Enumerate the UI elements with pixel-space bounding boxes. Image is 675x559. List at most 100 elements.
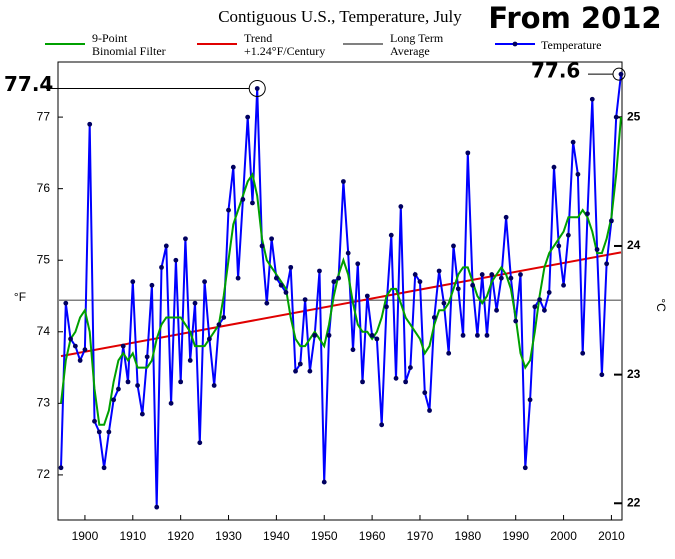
data-point: [417, 279, 423, 285]
data-point: [235, 275, 241, 281]
y2-axis-label: °C: [654, 298, 668, 312]
data-point: [403, 379, 409, 385]
data-point: [120, 343, 126, 349]
y-tick-label: 77: [37, 109, 51, 123]
data-point: [451, 243, 456, 249]
data-point: [364, 293, 370, 299]
legend-label: Long Term Average: [390, 31, 444, 58]
y-tick-label: 74: [37, 324, 51, 338]
annotation-label: 77.4: [4, 72, 53, 96]
plot-frame: [57, 61, 623, 521]
data-point: [326, 332, 332, 338]
data-point: [278, 282, 284, 288]
data-point: [230, 164, 236, 170]
data-point: [609, 218, 614, 224]
data-point: [77, 358, 83, 363]
data-point: [106, 429, 112, 435]
data-point: [163, 243, 169, 249]
data-point: [503, 214, 509, 220]
data-point: [589, 96, 595, 102]
data-point: [116, 386, 121, 392]
data-point: [494, 307, 499, 313]
data-point: [58, 465, 64, 471]
data-point: [206, 336, 212, 342]
data-point: [398, 204, 404, 209]
data-point: [427, 408, 432, 413]
x-tick-label: 1950: [311, 529, 338, 543]
data-point: [479, 272, 485, 277]
x-tick-label: 1970: [407, 529, 434, 543]
data-point: [436, 268, 442, 274]
data-point: [178, 379, 184, 385]
data-point: [336, 275, 342, 281]
legend-label: 9-Point Binomial Filter: [92, 31, 166, 58]
data-point: [211, 383, 217, 388]
data-point: [446, 350, 452, 356]
data-point: [312, 332, 318, 338]
data-point: [604, 261, 610, 267]
data-point: [546, 290, 552, 295]
data-point: [551, 164, 557, 170]
annotation-label: 77.6: [531, 59, 580, 83]
data-point: [288, 264, 294, 270]
data-point: [556, 243, 562, 249]
data-point: [561, 282, 566, 288]
x-tick-label: 1980: [454, 529, 481, 543]
data-point: [245, 114, 251, 120]
data-point: [197, 440, 203, 446]
data-point: [269, 236, 274, 242]
data-point: [154, 504, 160, 510]
data-point: [101, 465, 107, 471]
y-axis-label: °F: [14, 290, 26, 304]
chart-title: Contiguous U.S., Temperature, July: [218, 7, 462, 26]
data-point: [221, 315, 227, 320]
data-point: [613, 114, 619, 120]
data-point: [522, 465, 528, 471]
data-point: [87, 121, 93, 127]
data-point: [111, 397, 117, 403]
data-point: [594, 247, 600, 252]
data-point: [187, 358, 193, 363]
data-point: [570, 139, 576, 145]
data-point: [369, 332, 375, 338]
series-line: [60, 117, 622, 426]
x-tick-label: 2000: [550, 529, 577, 543]
data-point: [130, 279, 136, 285]
y-tick-label: 72: [37, 467, 51, 481]
y-tick-label: 75: [37, 252, 51, 266]
data-point: [96, 429, 102, 435]
data-point: [307, 368, 313, 374]
data-point: [498, 275, 504, 281]
data-point: [350, 347, 356, 353]
data-point: [321, 479, 327, 485]
x-tick-label: 1920: [167, 529, 194, 543]
data-point: [374, 336, 380, 342]
data-point: [575, 171, 581, 177]
data-point: [72, 343, 78, 349]
data-point: [484, 332, 490, 338]
data-point: [240, 197, 246, 202]
data-point: [331, 279, 337, 285]
series-line: [60, 74, 622, 508]
data-point: [202, 279, 207, 285]
data-point: [135, 383, 140, 388]
x-tick-label: 1960: [359, 529, 386, 543]
y2-tick-label: 25: [627, 109, 641, 123]
data-point: [226, 207, 231, 213]
legend-marker: [512, 41, 518, 47]
data-point: [460, 332, 466, 338]
x-tick-label: 1900: [72, 529, 99, 543]
data-point: [168, 400, 174, 406]
data-point: [293, 368, 298, 374]
data-point: [216, 322, 222, 328]
x-tick-label: 1910: [119, 529, 146, 543]
data-point: [388, 232, 394, 238]
data-point: [508, 275, 514, 281]
data-point: [465, 150, 471, 156]
annotation-title: From 2012: [488, 1, 661, 35]
data-point: [63, 300, 69, 306]
data-point: [340, 179, 346, 184]
data-point: [250, 200, 255, 206]
data-point: [431, 315, 437, 320]
data-point: [422, 390, 428, 396]
